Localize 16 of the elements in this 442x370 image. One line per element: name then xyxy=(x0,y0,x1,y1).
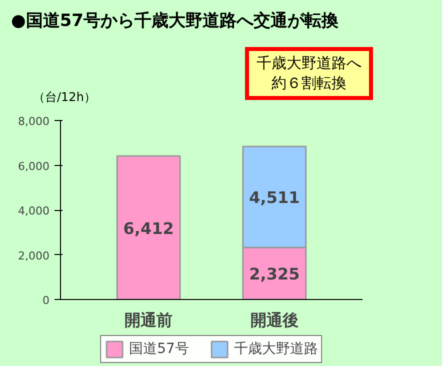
chart-title: ●国道57号から千歳大野道路へ交通が転換 xyxy=(11,10,338,33)
data-label: 6,412 xyxy=(123,218,174,238)
x-tick-label: 開通後 xyxy=(250,310,298,330)
y-tick-label: 2,000 xyxy=(18,249,50,262)
y-tick-label: 6,000 xyxy=(18,160,50,173)
y-tick-label: 0 xyxy=(42,294,50,307)
y-axis-title: （台/12h） xyxy=(33,89,96,106)
bar xyxy=(116,155,181,300)
y-tick-label: 8,000 xyxy=(18,115,50,128)
legend-label: 国道57号 xyxy=(129,340,189,358)
legend-label: 千歳大野道路 xyxy=(234,340,318,358)
data-label: 4,511 xyxy=(249,188,300,208)
text: 千歳大野道路へ約６割転換 xyxy=(245,47,373,100)
data-label: 2,325 xyxy=(249,264,300,284)
x-tick-label: 開通前 xyxy=(124,310,173,330)
y-tick-label: 4,000 xyxy=(18,204,50,218)
